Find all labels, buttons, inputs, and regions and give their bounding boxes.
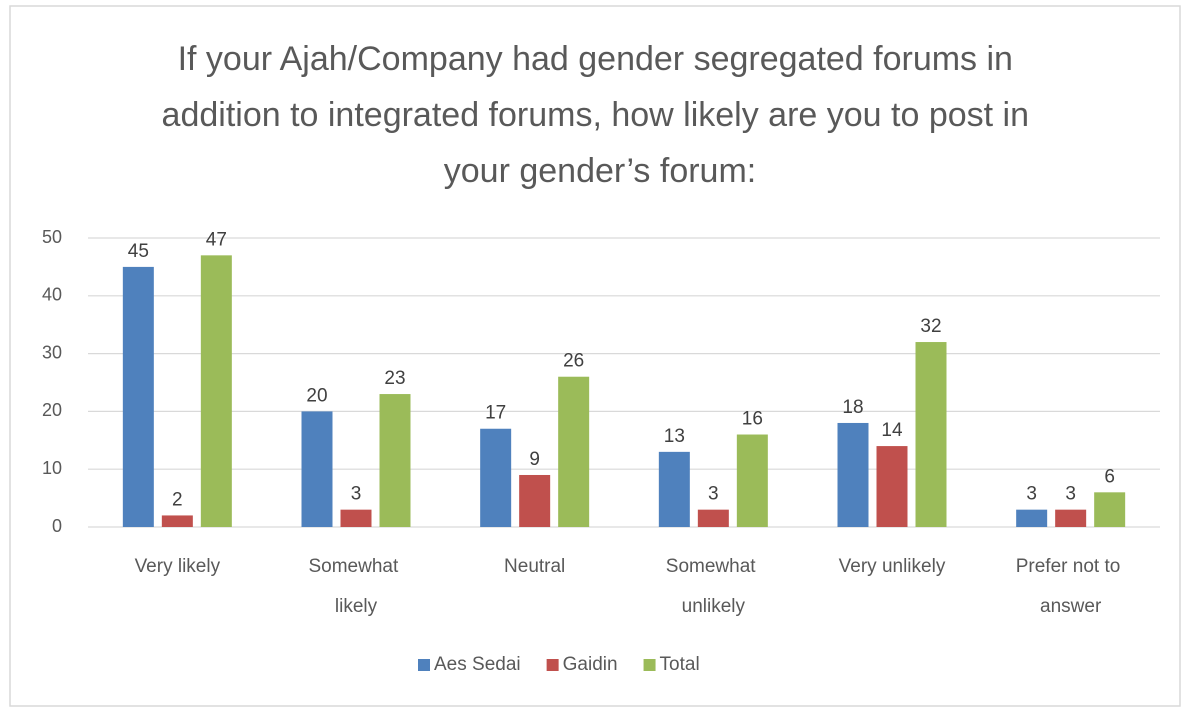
legend-label: Gaidin: [563, 654, 618, 675]
legend-swatch: [643, 659, 656, 671]
data-label: 13: [664, 426, 685, 447]
x-tick-label: Very likely: [135, 556, 221, 577]
data-label: 3: [1065, 484, 1076, 505]
data-label: 17: [485, 403, 506, 424]
legend-label: Total: [660, 654, 700, 675]
bar: [340, 509, 372, 527]
data-label: 26: [563, 351, 584, 372]
x-tick-label: Very unlikely: [839, 556, 946, 577]
bar: [519, 474, 551, 527]
y-tick-label: 50: [42, 227, 62, 247]
data-label: 20: [306, 385, 327, 406]
bar: [1094, 492, 1126, 527]
bar: [200, 255, 232, 527]
data-label: 47: [206, 229, 227, 250]
bar: [161, 515, 193, 527]
bar: [837, 422, 869, 527]
data-label: 2: [172, 489, 183, 510]
legend-label: Aes Sedai: [434, 654, 521, 675]
y-tick-label: 30: [42, 342, 62, 362]
bar: [658, 451, 690, 527]
data-label: 3: [351, 484, 362, 505]
y-tick-label: 0: [52, 516, 62, 536]
bar: [697, 509, 729, 527]
bar: [122, 266, 154, 527]
x-tick-label: Somewhat unlikely: [666, 556, 761, 617]
bar: [1055, 509, 1087, 527]
bar: [558, 376, 590, 527]
data-label: 23: [384, 368, 405, 389]
data-label: 3: [1026, 484, 1037, 505]
data-label: 9: [529, 449, 540, 470]
bar: [1016, 509, 1048, 527]
legend-swatch: [418, 659, 430, 671]
bar: [301, 411, 333, 527]
data-label: 16: [742, 409, 763, 430]
data-label: 45: [128, 241, 149, 262]
data-label: 3: [708, 484, 719, 505]
bar: [480, 428, 512, 527]
y-tick-label: 20: [42, 400, 62, 420]
legend-swatch: [546, 659, 559, 671]
data-label: 14: [881, 420, 903, 441]
y-tick-label: 10: [42, 458, 62, 478]
data-label: 18: [842, 397, 863, 418]
x-tick-label: Somewhat likely: [308, 556, 403, 617]
bar: [876, 446, 908, 527]
bar: [736, 434, 768, 527]
data-label: 32: [920, 316, 941, 337]
y-tick-label: 40: [42, 285, 62, 305]
bar: [379, 394, 411, 527]
x-tick-label: Neutral: [504, 556, 565, 577]
x-tick-label: Prefer not to answer: [1016, 556, 1126, 617]
chart-title: If your Ajah/Company had gender segregat…: [162, 40, 1039, 190]
data-label: 6: [1104, 466, 1115, 487]
bar: [915, 342, 947, 527]
